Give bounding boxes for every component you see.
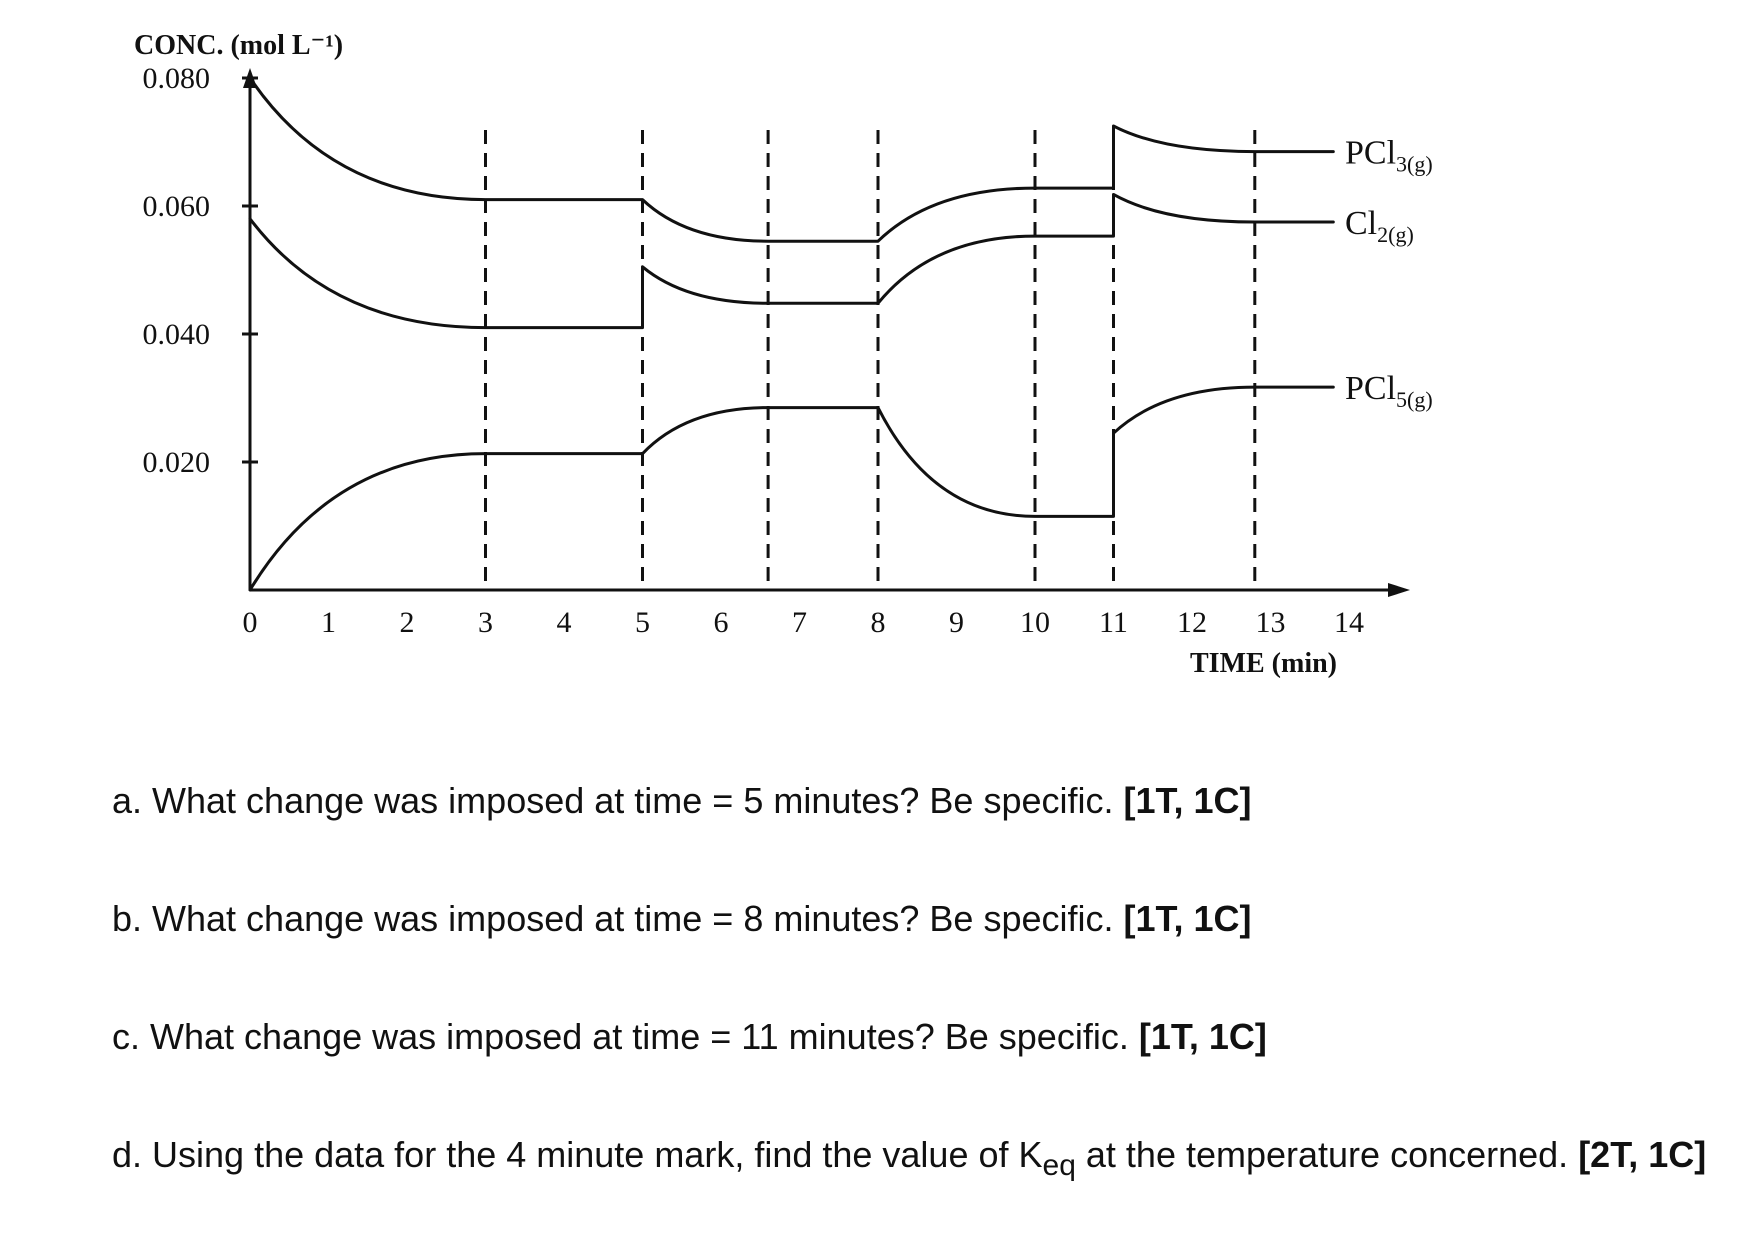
y-tick-label: 0.060 (143, 190, 211, 223)
y-ticks: 0.080 0.060 0.040 0.020 (143, 62, 258, 479)
series-line-0 (248, 76, 1335, 243)
y-axis-label: CONC. (mol L⁻¹) (134, 30, 343, 61)
series-label: PCl3(g) (1345, 135, 1433, 177)
series: PCl3(g) Cl2(g) PCl5(g) (248, 76, 1433, 592)
y-tick-label: 0.040 (143, 318, 211, 351)
question-d-subscript: eq (1042, 1149, 1076, 1183)
x-tick-label: 2 (400, 606, 415, 639)
x-tick-label: 11 (1099, 606, 1128, 639)
question-a-text: a. What change was imposed at time = 5 m… (112, 780, 1124, 821)
x-tick-label: 8 (871, 606, 886, 639)
x-tick-label: 9 (949, 606, 964, 639)
question-c-text: c. What change was imposed at time = 11 … (112, 1016, 1139, 1057)
y-tick-label: 0.020 (143, 446, 211, 479)
question-b-text: b. What change was imposed at time = 8 m… (112, 898, 1124, 939)
series-label: PCl5(g) (1345, 370, 1433, 412)
question-d-points: [2T, 1C] (1578, 1134, 1707, 1175)
question-d-text: d. Using the data for the 4 minute mark,… (112, 1134, 1043, 1175)
y-tick-label: 0.080 (143, 62, 211, 95)
series-line-2 (248, 385, 1335, 592)
x-tick-label: 10 (1020, 606, 1050, 639)
questions: a. What change was imposed at time = 5 m… (112, 770, 1712, 1253)
x-tick-label: 14 (1334, 606, 1364, 639)
series-label: Cl2(g) (1345, 205, 1414, 247)
x-tick-label: 3 (478, 606, 493, 639)
question-c: c. What change was imposed at time = 11 … (112, 1006, 1712, 1068)
axes (243, 68, 1410, 597)
question-d-text-after: at the temperature concerned. (1075, 1134, 1579, 1175)
x-tick-label: 7 (792, 606, 807, 639)
question-a-points: [1T, 1C] (1123, 780, 1252, 821)
question-d: d. Using the data for the 4 minute mark,… (112, 1124, 1712, 1197)
question-b: b. What change was imposed at time = 8 m… (112, 888, 1712, 950)
question-b-points: [1T, 1C] (1123, 898, 1252, 939)
x-tick-label: 0 (243, 606, 258, 639)
x-tick-label: 1 (321, 606, 336, 639)
x-tick-label: 12 (1177, 606, 1207, 639)
x-ticks: 0 1 2 3 4 5 6 7 8 9 10 11 12 13 14 (243, 606, 1365, 639)
series-line-1 (248, 192, 1335, 330)
x-tick-label: 4 (557, 606, 572, 639)
x-tick-label: 6 (714, 606, 729, 639)
x-axis-arrow (1388, 583, 1410, 597)
question-c-points: [1T, 1C] (1138, 1016, 1267, 1057)
x-tick-label: 13 (1256, 606, 1286, 639)
x-tick-label: 5 (635, 606, 650, 639)
x-axis-label: TIME (min) (1190, 648, 1337, 679)
question-a: a. What change was imposed at time = 5 m… (112, 770, 1712, 832)
